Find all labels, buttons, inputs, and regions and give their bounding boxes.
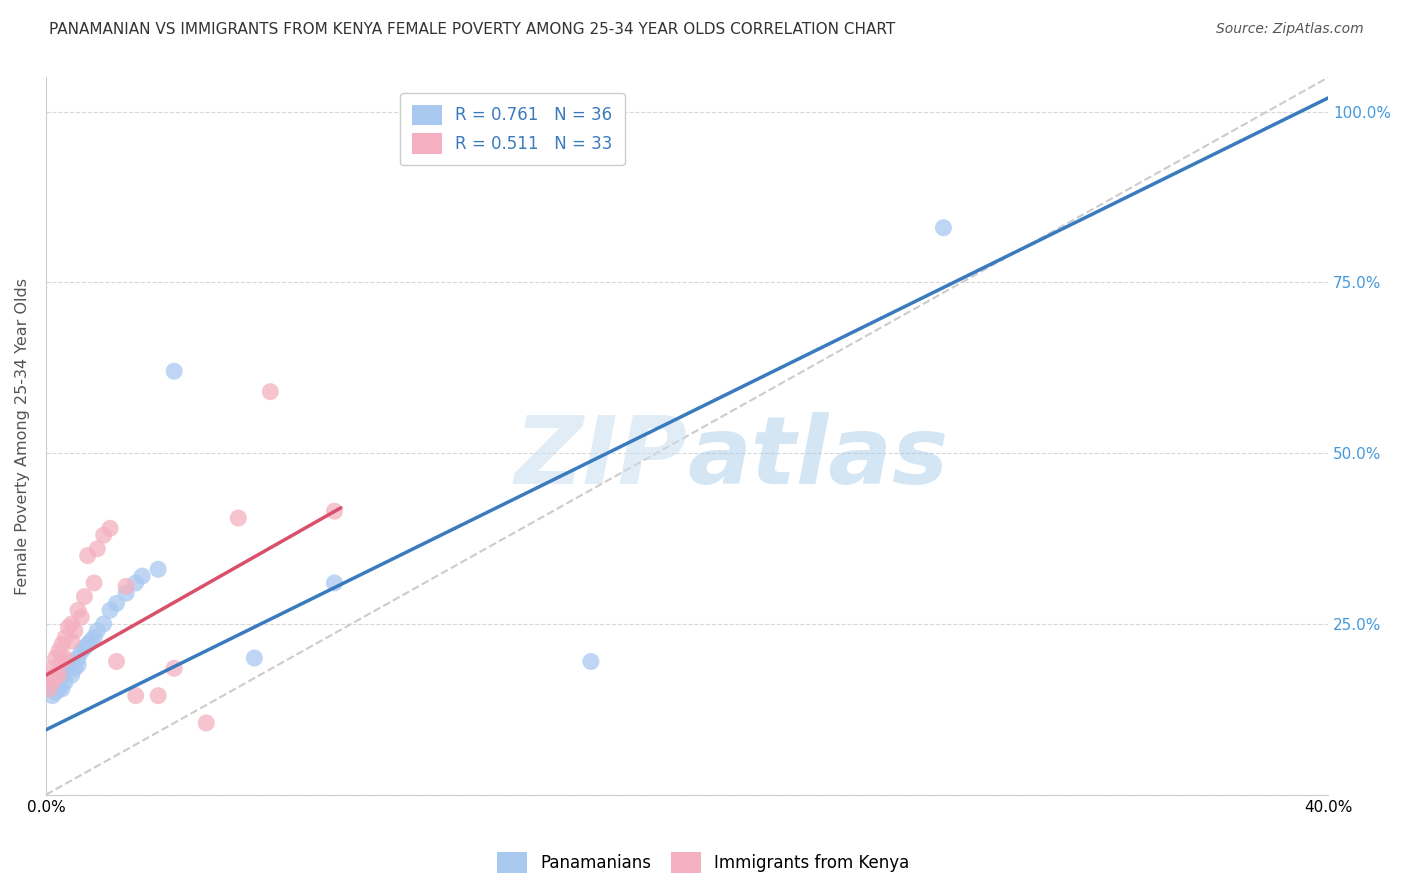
Text: PANAMANIAN VS IMMIGRANTS FROM KENYA FEMALE POVERTY AMONG 25-34 YEAR OLDS CORRELA: PANAMANIAN VS IMMIGRANTS FROM KENYA FEMA… bbox=[49, 22, 896, 37]
Text: Source: ZipAtlas.com: Source: ZipAtlas.com bbox=[1216, 22, 1364, 37]
Point bbox=[76, 549, 98, 563]
Point bbox=[98, 603, 121, 617]
Point bbox=[38, 681, 60, 696]
Point bbox=[45, 651, 67, 665]
Point bbox=[41, 689, 63, 703]
Point bbox=[146, 562, 169, 576]
Point bbox=[163, 364, 186, 378]
Point bbox=[226, 511, 249, 525]
Point bbox=[83, 576, 105, 591]
Point bbox=[131, 569, 153, 583]
Point bbox=[195, 716, 218, 731]
Point bbox=[60, 634, 83, 648]
Point bbox=[38, 672, 60, 686]
Point bbox=[579, 655, 602, 669]
Point bbox=[932, 220, 955, 235]
Point bbox=[38, 675, 60, 690]
Point bbox=[51, 655, 73, 669]
Text: atlas: atlas bbox=[688, 411, 948, 504]
Legend: Panamanians, Immigrants from Kenya: Panamanians, Immigrants from Kenya bbox=[489, 846, 917, 880]
Point bbox=[45, 668, 67, 682]
Point bbox=[60, 616, 83, 631]
Point bbox=[83, 631, 105, 645]
Point bbox=[60, 655, 83, 669]
Point bbox=[51, 681, 73, 696]
Point bbox=[105, 596, 128, 610]
Point bbox=[53, 631, 76, 645]
Point bbox=[58, 661, 80, 675]
Point bbox=[58, 620, 80, 634]
Point bbox=[86, 541, 108, 556]
Point bbox=[259, 384, 281, 399]
Point bbox=[76, 637, 98, 651]
Point bbox=[70, 644, 93, 658]
Point bbox=[51, 668, 73, 682]
Point bbox=[115, 579, 138, 593]
Point bbox=[323, 504, 346, 518]
Point bbox=[70, 610, 93, 624]
Point bbox=[48, 644, 70, 658]
Point bbox=[45, 675, 67, 690]
Legend: R = 0.761   N = 36, R = 0.511   N = 33: R = 0.761 N = 36, R = 0.511 N = 33 bbox=[401, 93, 624, 165]
Point bbox=[80, 634, 103, 648]
Point bbox=[243, 651, 266, 665]
Point bbox=[66, 603, 89, 617]
Point bbox=[73, 590, 96, 604]
Point bbox=[48, 668, 70, 682]
Point bbox=[66, 651, 89, 665]
Point bbox=[45, 685, 67, 699]
Point bbox=[323, 576, 346, 591]
Point bbox=[86, 624, 108, 638]
Point bbox=[73, 640, 96, 655]
Point bbox=[105, 655, 128, 669]
Point bbox=[41, 661, 63, 675]
Point bbox=[38, 681, 60, 696]
Point bbox=[41, 678, 63, 692]
Point bbox=[48, 672, 70, 686]
Point bbox=[41, 675, 63, 690]
Point bbox=[53, 665, 76, 679]
Point bbox=[163, 661, 186, 675]
Point bbox=[60, 668, 83, 682]
Point bbox=[146, 689, 169, 703]
Point bbox=[48, 681, 70, 696]
Point bbox=[125, 689, 148, 703]
Text: ZIP: ZIP bbox=[515, 411, 688, 504]
Point bbox=[53, 675, 76, 690]
Point bbox=[66, 657, 89, 672]
Point bbox=[63, 661, 86, 675]
Point bbox=[51, 637, 73, 651]
Point bbox=[63, 624, 86, 638]
Point bbox=[93, 616, 115, 631]
Point bbox=[115, 586, 138, 600]
Y-axis label: Female Poverty Among 25-34 Year Olds: Female Poverty Among 25-34 Year Olds bbox=[15, 277, 30, 595]
Point bbox=[53, 651, 76, 665]
Point bbox=[125, 576, 148, 591]
Point bbox=[98, 521, 121, 535]
Point bbox=[93, 528, 115, 542]
